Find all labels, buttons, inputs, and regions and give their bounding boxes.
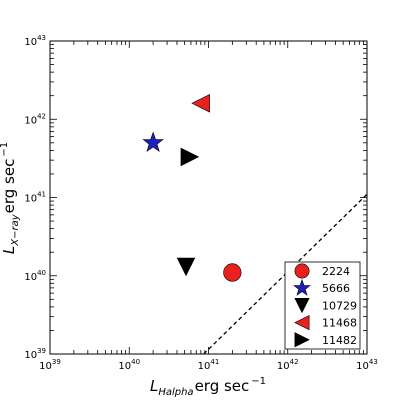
legend-label: 10729 — [322, 299, 357, 312]
legend-label: 5666 — [322, 282, 350, 295]
y-tick-label: 1042 — [24, 112, 46, 126]
y-axis-label: LX−rayerg sec−1 — [0, 142, 21, 254]
legend-label: 2224 — [322, 265, 350, 278]
data-point-11468 — [191, 93, 210, 113]
legend-marker-2224 — [294, 263, 310, 279]
markers-layer — [142, 93, 242, 282]
y-tick-label: 1039 — [24, 347, 46, 361]
plot-frame — [49, 40, 368, 355]
x-tick-label: 1041 — [198, 358, 220, 372]
x-tick-label: 1039 — [39, 358, 61, 372]
legend-label: 11482 — [322, 334, 357, 347]
y-tick-label: 1041 — [24, 191, 46, 205]
y-tick-label: 1040 — [24, 269, 46, 283]
y-tick-label: 1043 — [24, 34, 46, 48]
legend-marker-5666 — [293, 278, 311, 296]
x-tick-labels: 1039 1040 1041 1042 1043 — [39, 358, 378, 372]
legend: 2224 5666 10729 11468 11482 — [284, 261, 361, 350]
legend-marker-11482 — [294, 332, 310, 348]
legend-label: 11468 — [322, 317, 357, 330]
x-tick-label: 1042 — [277, 358, 299, 372]
data-point-5666 — [142, 131, 164, 152]
data-point-10729 — [176, 257, 196, 277]
x-tick-label: 1043 — [356, 358, 378, 372]
legend-marker-11468 — [294, 314, 310, 331]
data-point-2224 — [223, 263, 242, 282]
y-tick-labels: 1039 1040 1041 1042 1043 — [24, 34, 46, 361]
x-axis-label: LHalphaerg sec −1 — [150, 376, 266, 398]
data-point-11482 — [180, 147, 200, 167]
x-tick-label: 1040 — [118, 358, 140, 372]
legend-marker-10729 — [294, 297, 310, 314]
